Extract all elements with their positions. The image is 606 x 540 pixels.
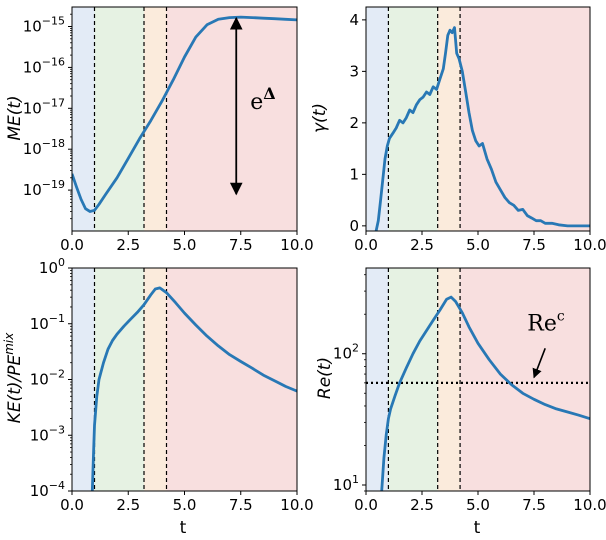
ylabel-ke-pe: KE(t)/PEmix xyxy=(2,332,25,424)
series-line xyxy=(90,286,297,491)
y-tick-label: 4 xyxy=(349,11,359,29)
phase-band-1 xyxy=(72,268,95,491)
xlabel-left: t xyxy=(180,518,187,538)
x-tick-label: 10.0 xyxy=(280,496,313,514)
critical-re-label: Rec xyxy=(527,309,565,337)
x-tick-label: 5.0 xyxy=(173,236,197,254)
y-tick-label: 10−19 xyxy=(23,178,65,199)
y-tick-label: 100 xyxy=(39,256,65,277)
phase-band-4 xyxy=(460,268,590,491)
y-tick-label: 0 xyxy=(349,217,359,235)
phase-band-4 xyxy=(460,7,590,231)
xlabel-right: t xyxy=(474,518,481,538)
x-tick-label: 7.5 xyxy=(229,496,253,514)
x-tick-label: 7.5 xyxy=(522,496,546,514)
critical-re-arrow xyxy=(532,348,546,379)
panel-me: 0.0 2.5 5.0 7.5 10.0 10−19 10−18 10−17 10−16 10−1… xyxy=(23,6,314,254)
x-tick-label: 2.5 xyxy=(410,496,434,514)
series-line xyxy=(380,295,590,491)
x-tick-label: 0.0 xyxy=(354,236,378,254)
ylabel-me: ME(t) xyxy=(5,95,25,140)
y-tick-label: 101 xyxy=(333,473,359,494)
x-tick-label: 7.5 xyxy=(522,236,546,254)
phase-band-3 xyxy=(144,7,167,231)
x-tick-label: 0.0 xyxy=(354,496,378,514)
panel-ke-pe: 0.0 2.5 5.0 7.5 10.0 10−4 10−3 10−2 10−1 100 xyxy=(30,256,314,514)
y-tick-label: 3 xyxy=(349,62,359,80)
x-tick-label: 2.5 xyxy=(116,496,140,514)
x-tick-label: 5.0 xyxy=(173,496,197,514)
phase-band-3 xyxy=(437,268,461,491)
phase-band-1 xyxy=(72,7,95,231)
y-tick-label: 1 xyxy=(349,165,359,183)
y-tick-label: 10−1 xyxy=(30,312,65,333)
phase-band-2 xyxy=(388,268,438,491)
phase-band-4 xyxy=(166,268,297,491)
y-tick-label: 10−15 xyxy=(23,15,65,36)
growth-label: eΔ xyxy=(250,84,275,115)
y-tick-label: 10−17 xyxy=(23,96,65,117)
panel-reynolds: 0.0 2.5 5.0 7.5 10.0 101 102 Rec xyxy=(333,267,606,514)
phase-band-3 xyxy=(144,268,167,491)
x-tick-label: 0.0 xyxy=(60,496,84,514)
x-tick-label: 10.0 xyxy=(573,496,606,514)
y-tick-label: 10−4 xyxy=(30,479,65,500)
x-tick-label: 10.0 xyxy=(573,236,606,254)
y-tick-label: 102 xyxy=(333,342,359,363)
phase-band-2 xyxy=(388,7,438,231)
y-tick-label: 10−3 xyxy=(30,423,65,444)
phase-band-1 xyxy=(366,268,389,491)
x-tick-label: 2.5 xyxy=(410,236,434,254)
phase-band-4 xyxy=(166,7,297,231)
x-tick-label: 0.0 xyxy=(60,236,84,254)
series-line xyxy=(72,15,297,213)
y-tick-label: 10−2 xyxy=(30,368,65,389)
phase-band-2 xyxy=(94,7,144,231)
series-line xyxy=(374,26,590,231)
ylabel-re: Re(t) xyxy=(315,357,335,399)
x-tick-label: 5.0 xyxy=(466,236,490,254)
x-tick-label: 7.5 xyxy=(229,236,253,254)
y-tick-label: 10−16 xyxy=(23,55,65,76)
panel-gamma: 0.0 2.5 5.0 7.5 10.0 0 1 2 3 4 xyxy=(349,6,606,254)
phase-band-2 xyxy=(94,268,144,491)
phase-band-1 xyxy=(366,7,389,231)
x-tick-label: 2.5 xyxy=(116,236,140,254)
x-tick-label: 5.0 xyxy=(466,496,490,514)
y-tick-label: 2 xyxy=(349,114,359,132)
ylabel-gamma: γ(t) xyxy=(310,103,330,133)
x-tick-label: 10.0 xyxy=(280,236,313,254)
y-tick-label: 10−18 xyxy=(23,137,65,158)
